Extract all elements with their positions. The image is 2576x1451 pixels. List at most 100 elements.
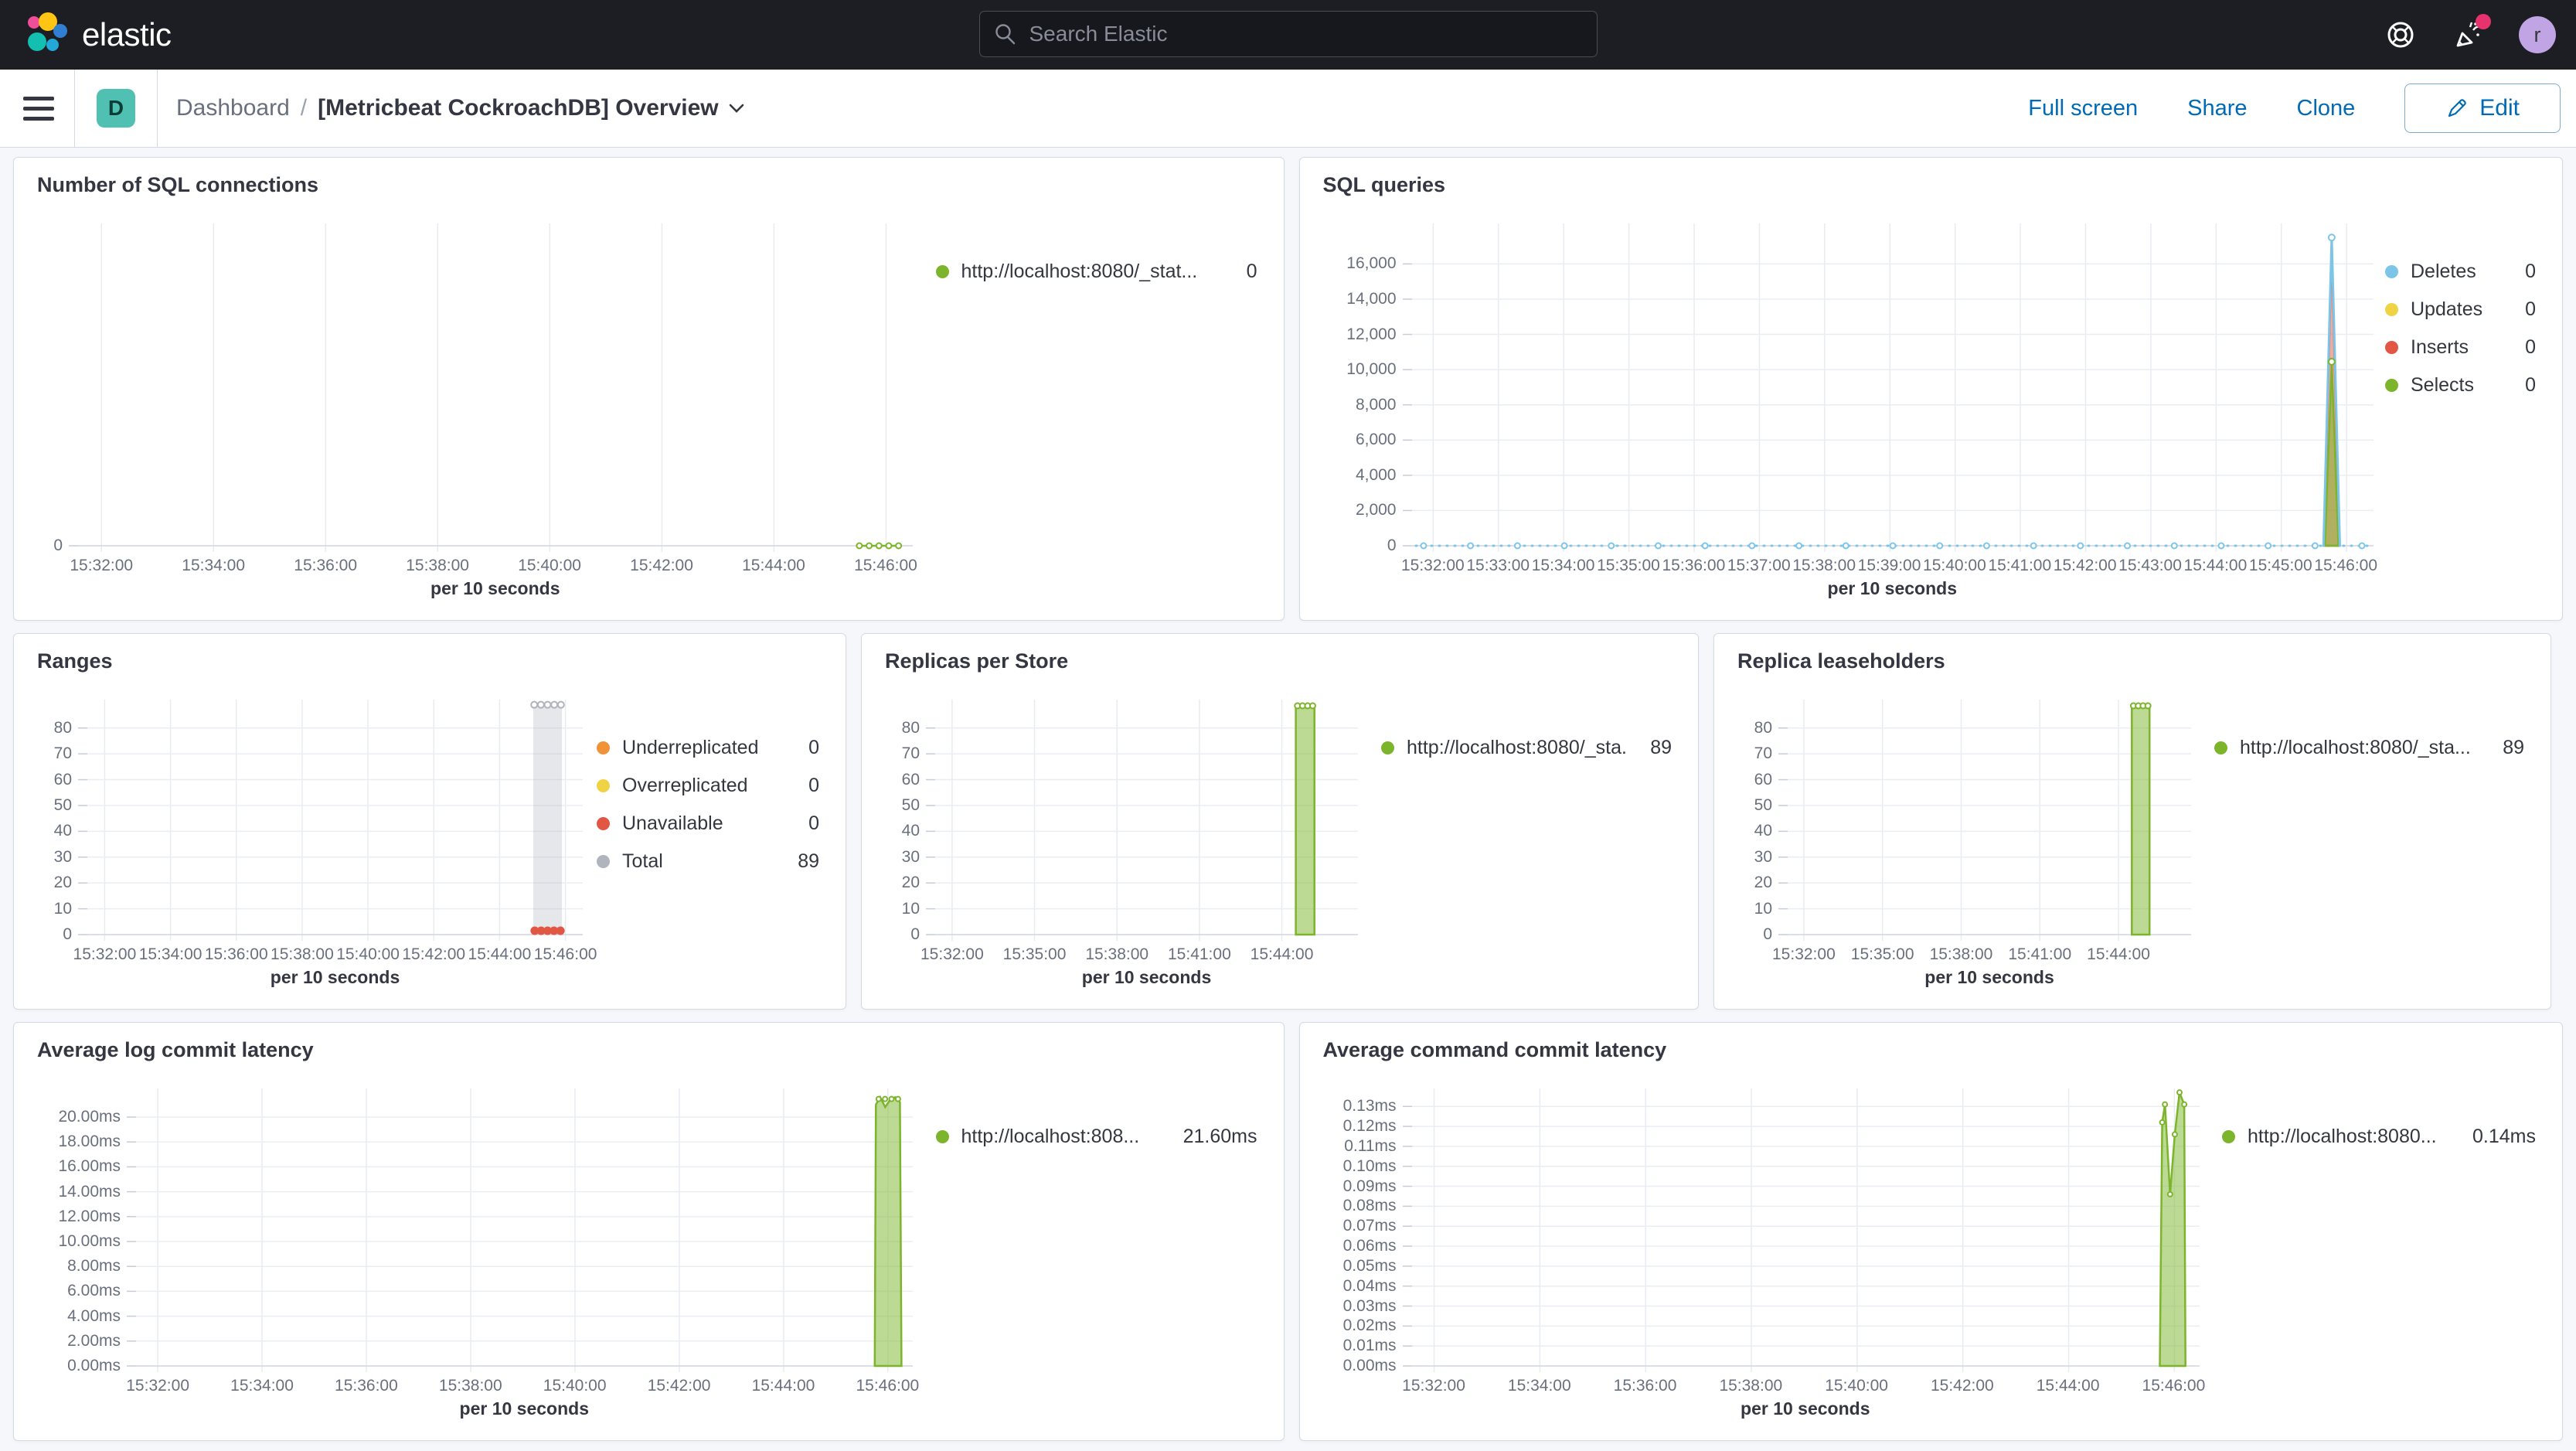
legend-dot-icon [2385,303,2398,316]
legend-item[interactable]: Total 89 [597,850,819,873]
x-axis-title: per 10 seconds [430,578,560,598]
edit-button-label: Edit [2479,95,2520,121]
search-input[interactable] [1027,21,1583,47]
y-axis-labels: 0 2,000 4,000 6,000 8,000 10,000 12,000 14,000 1… [1346,254,1397,554]
legend-value: 21.60ms [1183,1126,1257,1147]
legend-item[interactable]: Deletes 0 [2385,261,2536,283]
legend-item[interactable]: http://localhost:808... 21.60ms [935,1126,1257,1148]
chart-plot-area[interactable] [1402,1088,2200,1372]
elastic-logo-icon [28,12,67,51]
legend-label: Unavailable [622,812,723,834]
app-header: elastic [0,0,2576,70]
legend-dot-icon [935,265,949,278]
chart-legend: Underreplicated 0 Overreplicated 0 Unavailab… [583,700,838,1001]
legend-label: http://localhost:8080... [2248,1126,2437,1147]
chart-plot-area[interactable] [127,1088,913,1372]
avatar-initial: r [2533,22,2541,46]
legend-item[interactable]: Updates 0 [2385,298,2536,321]
divider [74,70,75,147]
legend-item[interactable]: http://localhost:8080... 0.14ms [2222,1126,2536,1148]
chart-plot-area[interactable] [1402,223,2374,552]
legend-dot-icon [2385,265,2398,278]
legend-value: 89 [1650,737,1672,758]
legend-value: 0 [2525,336,2536,358]
legend-item[interactable]: http://localhost:8080/_sta... 89 [2214,737,2524,759]
y-axis-labels: 0.00ms 0.01ms 0.02ms 0.03ms 0.04ms 0.05ms 0.06… [1342,1097,1397,1374]
chart-plot-area[interactable] [1778,700,2191,941]
panel-title[interactable]: Replicas per Store [885,649,1069,673]
avatar[interactable]: r [2519,16,2556,53]
help-icon[interactable] [2383,17,2418,53]
full-screen-button[interactable]: Full screen [2028,95,2139,121]
legend-item[interactable]: Unavailable 0 [597,812,819,835]
legend-value: 0 [808,775,819,796]
panel-title[interactable]: Average command commit latency [1322,1038,1667,1061]
legend-dot-icon [1381,741,1394,754]
legend-value: 0.14ms [2472,1126,2536,1147]
legend-value: 89 [2503,737,2524,758]
legend-item[interactable]: http://localhost:8080/_stat... 0 [935,261,1257,283]
chart-legend: http://localhost:8080/_sta... 89 [2191,700,2543,1001]
y-axis-labels: 0 [53,536,63,554]
edit-button[interactable]: Edit [2404,83,2561,133]
panel-replica-leaseholders: Replica leaseholders 0 10 20 30 40 50 60 70 80 1… [1713,633,2551,1010]
global-search[interactable] [978,11,1598,57]
x-axis-labels: 15:32:00 15:34:00 15:36:00 15:38:00 15:40:00… [73,945,597,963]
panel-ranges: Ranges 0 10 20 30 40 50 60 70 80 15:32:00 15:34:0… [13,633,846,1010]
legend-item[interactable]: http://localhost:8080/_sta... 89 [1381,737,1672,759]
x-axis-labels: 15:32:00 15:35:00 15:38:00 15:41:00 15:44:00 [1772,945,2150,963]
chart-legend: http://localhost:8080/_sta... 89 [1358,700,1690,1001]
chevron-down-icon [729,104,744,113]
legend-item[interactable]: Selects 0 [2385,374,2536,397]
panel-average-command-commit-latency: Average command commit latency 0.00ms 0.0… [1298,1022,2563,1441]
legend-item[interactable]: Inserts 0 [2385,336,2536,359]
legend-value: 0 [808,737,819,758]
breadcrumb-separator: / [300,95,308,121]
panel-title[interactable]: SQL queries [1322,173,1446,196]
panel-sql-queries: SQL queries 0 2,000 4,000 6,000 8,000 10,000 1… [1298,157,2563,621]
x-axis-title: per 10 seconds [1924,967,2054,987]
legend-value: 0 [2525,374,2536,396]
logo-text: elastic [82,16,172,53]
legend-dot-icon [2214,741,2227,754]
elastic-logo[interactable]: elastic [0,12,172,57]
menu-icon[interactable] [23,96,54,121]
dashboard-grid: Number of SQL connections 0 15:32:00 15:3… [0,148,2576,1441]
panel-title[interactable]: Number of SQL connections [37,173,319,196]
legend-item[interactable]: Underreplicated 0 [597,737,819,759]
chart-plot-area[interactable] [78,700,583,941]
divider [157,70,158,147]
clone-button[interactable]: Clone [2296,95,2356,121]
legend-dot-icon [597,779,610,792]
page-title[interactable]: [Metricbeat CockroachDB] Overview [318,95,745,121]
share-button[interactable]: Share [2187,95,2248,121]
legend-dot-icon [2385,379,2398,392]
pencil-icon [2448,99,2467,118]
panel-title[interactable]: Ranges [37,649,113,673]
x-axis-title: per 10 seconds [1741,1398,1870,1419]
legend-label: Deletes [2411,261,2476,282]
y-axis-labels: 0 10 20 30 40 50 60 70 80 [1754,718,1772,943]
dashboard-app-badge[interactable]: D [97,89,135,128]
panel-title[interactable]: Average log commit latency [37,1038,314,1061]
legend-label: Total [622,850,663,872]
legend-item[interactable]: Overreplicated 0 [597,775,819,797]
legend-dot-icon [2385,341,2398,354]
chart-legend: http://localhost:808... 21.60ms [913,1088,1276,1432]
x-axis-labels: 15:32:00 15:35:00 15:38:00 15:41:00 15:44:00 [920,945,1314,963]
panel-title[interactable]: Replica leaseholders [1737,649,1945,673]
legend-label: http://localhost:8080/_sta... [2240,737,2471,758]
x-axis-labels: 15:32:00 15:34:00 15:36:00 15:38:00 15:40:00… [1402,1377,2206,1395]
legend-label: Updates [2411,298,2483,320]
legend-value: 0 [1246,261,1257,282]
chart-legend: Deletes 0 Updates 0 Inserts 0 Selects 0 [2373,223,2554,612]
breadcrumb-dashboard-link[interactable]: Dashboard [176,95,290,121]
panel-replicas-per-store: Replicas per Store 0 10 20 30 40 50 60 70 80 15:… [861,633,1699,1010]
chart-plot-area[interactable] [69,223,913,552]
legend-value: 0 [2525,261,2536,282]
legend-value: 0 [808,812,819,834]
chart-plot-area[interactable] [926,700,1358,941]
legend-dot-icon [935,1130,949,1143]
newsfeed-icon[interactable] [2451,14,2491,53]
x-axis-labels: 15:32:00 15:34:00 15:36:00 15:38:00 15:40:00… [70,557,917,574]
